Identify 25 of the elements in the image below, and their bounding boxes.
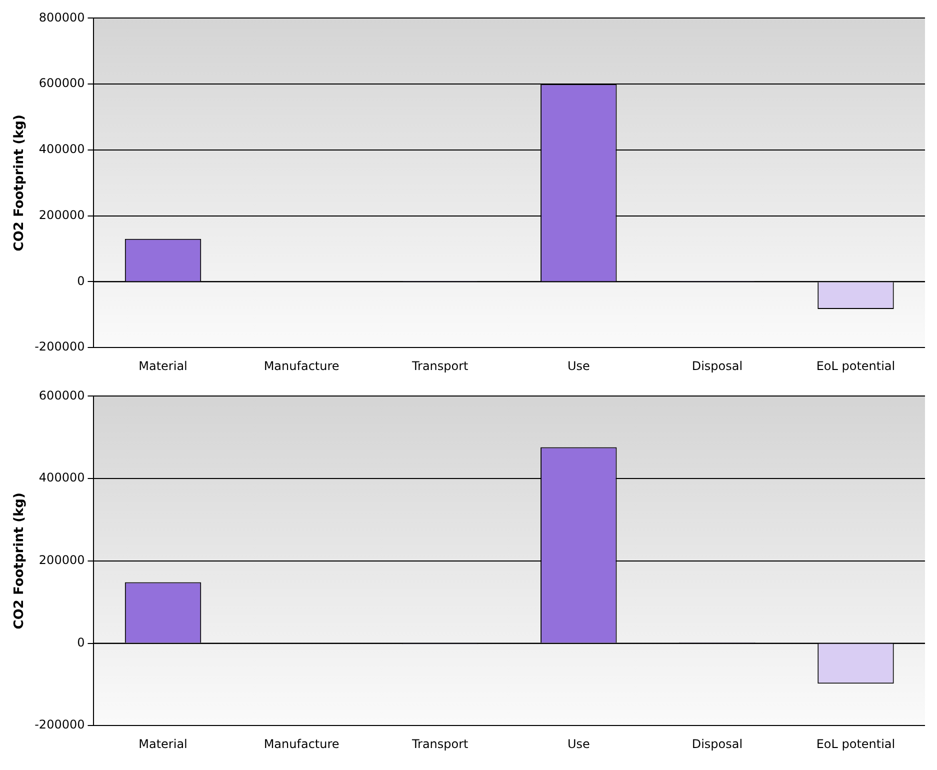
- y-tick-label: 200000: [38, 553, 85, 568]
- y-tick-label: 600000: [38, 76, 85, 90]
- x-tick-label: Material: [138, 358, 188, 373]
- y-axis-title: CO2 Footprint (kg): [12, 114, 28, 252]
- x-tick-label: Disposal: [692, 358, 743, 373]
- y-tick-label: 0: [77, 635, 85, 650]
- x-tick-label: Manufacture: [264, 358, 340, 373]
- x-tick-label: Transport: [410, 736, 469, 751]
- x-tick-label: Use: [567, 736, 590, 751]
- y-tick-label: 0: [77, 274, 85, 288]
- y-tick-label: -200000: [34, 340, 85, 354]
- y-tick-label: 800000: [38, 10, 85, 24]
- y-tick-label: 200000: [38, 208, 85, 222]
- y-tick-label: -200000: [34, 718, 85, 732]
- x-tick-label: EoL potential: [816, 736, 896, 751]
- x-tick-label: Use: [567, 358, 590, 373]
- y-tick-label: 400000: [38, 142, 85, 156]
- x-tick-label: Disposal: [692, 736, 743, 751]
- y-tick-label: 600000: [38, 388, 85, 402]
- x-tick-label: EoL potential: [816, 358, 896, 373]
- x-tick-label: Transport: [410, 358, 469, 373]
- x-tick-label: Material: [138, 736, 188, 751]
- y-tick-label: 400000: [38, 470, 85, 485]
- x-tick-label: Manufacture: [264, 736, 340, 751]
- y-axis-title: CO2 Footprint (kg): [12, 492, 28, 630]
